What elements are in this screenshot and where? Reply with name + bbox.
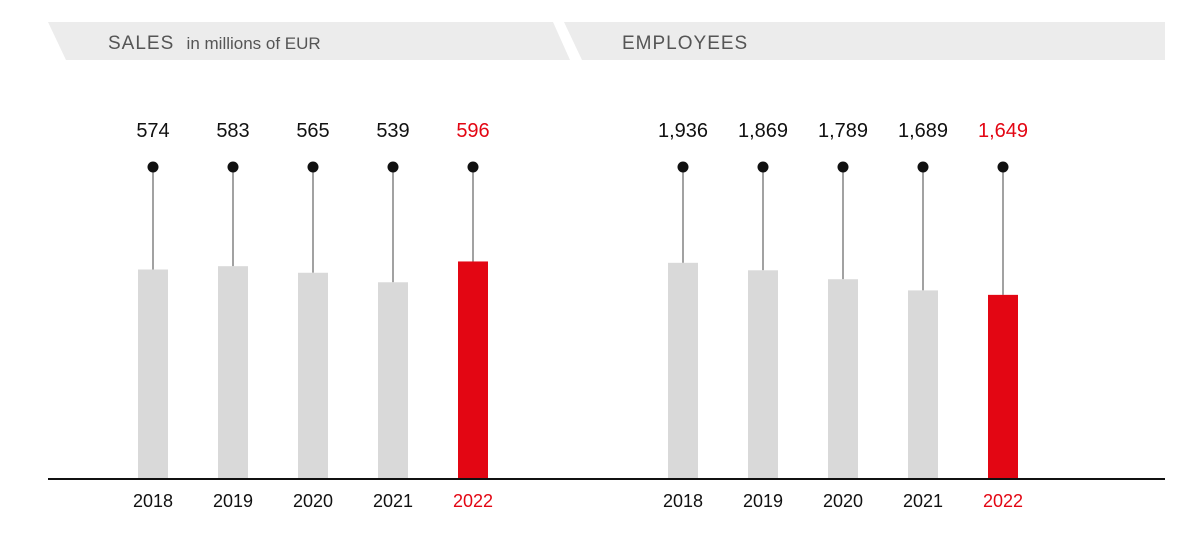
employees-header-bar — [564, 22, 1165, 60]
employees-value-label-2019: 1,869 — [738, 120, 788, 142]
sales-marker-2020 — [307, 161, 319, 173]
employees-bar-2019 — [748, 270, 778, 479]
employees-category-label-2022: 2022 — [983, 491, 1023, 511]
sales-marker-2022 — [467, 161, 479, 173]
employees-bar-2021 — [908, 290, 938, 479]
sales-value-label-2020: 565 — [296, 120, 329, 142]
employees-marker-2018 — [677, 161, 689, 173]
sales-title: SALES in millions of EUR — [108, 33, 321, 54]
sales-bar-2022 — [458, 261, 488, 479]
employees-category-label-2021: 2021 — [903, 491, 943, 511]
employees-bar-chart: 1,936 2018 1,869 2019 1,789 2020 1,689 2021 1,64… — [658, 120, 1028, 511]
employees-marker-2019 — [757, 161, 769, 173]
sales-marker-2018 — [147, 161, 159, 173]
employees-bar-2020 — [828, 279, 858, 479]
employees-value-label-2018: 1,936 — [658, 120, 708, 142]
sales-value-label-2021: 539 — [376, 120, 409, 142]
sales-value-label-2019: 583 — [216, 120, 249, 142]
sales-category-label-2020: 2020 — [293, 491, 333, 511]
sales-title-main: SALES — [108, 33, 174, 54]
employees-value-label-2021: 1,689 — [898, 120, 948, 142]
employees-category-label-2018: 2018 — [663, 491, 703, 511]
sales-category-label-2018: 2018 — [133, 491, 173, 511]
employees-category-label-2020: 2020 — [823, 491, 863, 511]
employees-bar-2022 — [988, 294, 1018, 479]
sales-category-label-2021: 2021 — [373, 491, 413, 511]
sales-bar-2018 — [138, 269, 168, 479]
employees-marker-2021 — [917, 161, 929, 173]
sales-marker-2021 — [387, 161, 399, 173]
sales-marker-2019 — [227, 161, 239, 173]
employees-category-label-2019: 2019 — [743, 491, 783, 511]
employees-value-label-2020: 1,789 — [818, 120, 868, 142]
employees-value-label-2022: 1,649 — [978, 120, 1028, 142]
sales-bar-2021 — [378, 282, 408, 479]
sales-value-label-2018: 574 — [136, 120, 169, 142]
sales-bar-2020 — [298, 272, 328, 479]
employees-marker-2022 — [997, 161, 1009, 173]
sales-bar-2019 — [218, 266, 248, 479]
sales-category-label-2019: 2019 — [213, 491, 253, 511]
sales-value-label-2022: 596 — [456, 120, 489, 142]
employees-bar-2018 — [668, 262, 698, 479]
sales-category-label-2022: 2022 — [453, 491, 493, 511]
sales-subtitle: in millions of EUR — [187, 34, 321, 53]
employees-marker-2020 — [837, 161, 849, 173]
sales-header-bar — [48, 22, 570, 60]
sales-bar-chart: 574 2018 583 2019 565 2020 539 2021 596 2022 — [133, 120, 493, 511]
employees-title: EMPLOYEES — [622, 33, 748, 54]
